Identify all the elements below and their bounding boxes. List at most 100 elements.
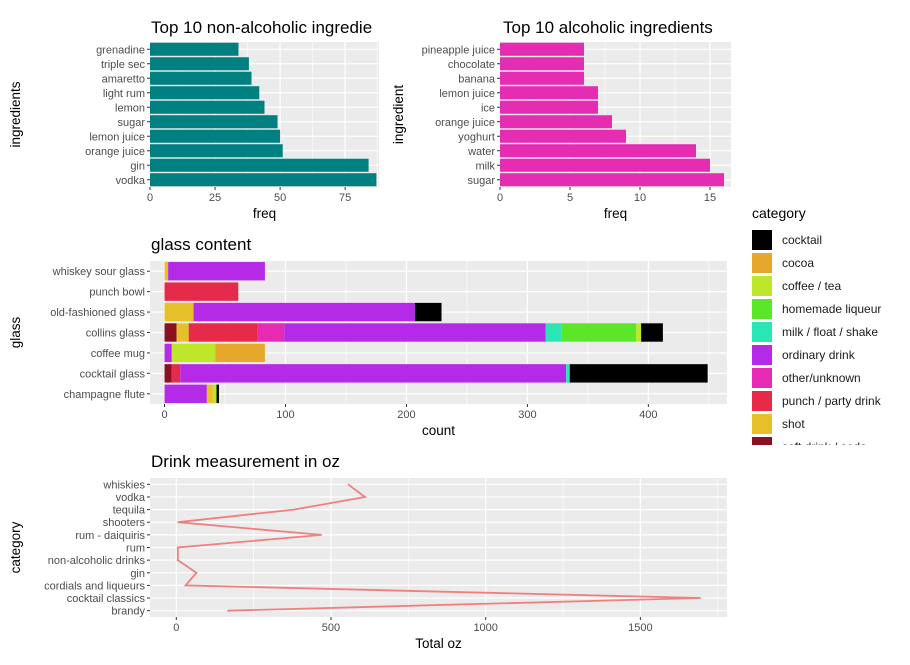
- x-tick-label: 15: [704, 192, 716, 204]
- legend-label: cocoa: [782, 256, 815, 270]
- non-alcoholic-ingredients-chart: Top 10 non-alcoholic ingredie 0 25 50 75 vod…: [0, 10, 385, 225]
- legend-swatch: [752, 368, 772, 388]
- bar: [150, 86, 260, 100]
- y-tick-label: tequila: [113, 505, 146, 517]
- bar: [150, 158, 369, 172]
- stacked-bar-segment: [561, 323, 637, 342]
- legend-swatch: [752, 299, 772, 319]
- bar: [150, 100, 265, 114]
- legend-item: soft drink / soda: [752, 436, 902, 445]
- legend-label: punch / party drink: [782, 394, 881, 408]
- stacked-bar-segment: [284, 323, 546, 342]
- x-tick-label: 5: [567, 192, 573, 204]
- legend-item: cocktail: [752, 229, 902, 252]
- y-tick-label: brandy: [111, 606, 145, 618]
- y-tick-label: non-alcoholic drinks: [48, 555, 146, 567]
- x-tick-label: 400: [639, 409, 657, 421]
- stacked-bar-segment: [164, 262, 169, 281]
- y-tick-label: whiskies: [102, 479, 145, 491]
- stacked-bar-segment: [569, 364, 708, 383]
- legend-item: coffee / tea: [752, 275, 902, 298]
- y-axis-title: category: [8, 521, 23, 573]
- legend-item: milk / float / shake: [752, 321, 902, 344]
- bar: [150, 71, 252, 85]
- legend-item: cocoa: [752, 252, 902, 275]
- y-tick-label: collins glass: [86, 328, 146, 340]
- category-legend: category cocktail cocoa coffee / tea homema…: [752, 205, 902, 445]
- stacked-bar-segment: [206, 384, 213, 403]
- stacked-bar-segment: [164, 364, 172, 383]
- bar: [150, 144, 283, 158]
- stacked-bar-segment: [566, 364, 570, 383]
- drink-measurement-chart: Drink measurement in oz 0 500 1000 1500 bran…: [0, 445, 745, 660]
- legend-swatch: [752, 414, 772, 434]
- y-tick-label: lemon juice: [439, 88, 495, 100]
- x-tick-label: 0: [161, 409, 167, 421]
- stacked-bar-segment: [164, 343, 172, 363]
- y-tick-label: water: [467, 146, 495, 158]
- bar: [500, 129, 626, 143]
- bar: [500, 100, 598, 114]
- legend-label: coffee / tea: [782, 279, 842, 293]
- chart-title: glass content: [151, 235, 252, 254]
- legend-label: homemade liqueur: [782, 302, 882, 316]
- stacked-bar-segment: [164, 384, 207, 403]
- y-tick-label: lemon: [115, 102, 145, 114]
- y-tick-label: old-fashioned glass: [50, 307, 145, 319]
- legend-swatch: [752, 276, 772, 296]
- stacked-bar-segment: [164, 282, 239, 301]
- stacked-bar-segment: [215, 343, 265, 363]
- alcoholic-bar-plot: 0 5 10 15 sugar milk water yoghurt orange juice i…: [391, 42, 731, 221]
- bar: [150, 115, 278, 129]
- bar: [150, 42, 239, 56]
- x-tick-label: 1500: [628, 622, 652, 634]
- stacked-bar-segment: [545, 323, 562, 342]
- bar: [150, 173, 377, 187]
- stacked-bar-segment: [212, 384, 217, 403]
- legend-label: cocktail: [782, 233, 823, 247]
- x-tick-label: 50: [274, 192, 286, 204]
- stacked-bar-segment: [176, 323, 189, 342]
- legend-label: other/unknown: [782, 371, 861, 385]
- legend-swatch: [752, 437, 772, 445]
- legend-swatch: [752, 322, 772, 342]
- y-tick-label: ice: [481, 102, 495, 114]
- y-tick-label: vodka: [116, 492, 146, 504]
- y-tick-label: pineapple juice: [422, 44, 495, 56]
- bar: [150, 129, 281, 143]
- y-tick-label: vodka: [116, 175, 146, 187]
- legend-label: ordinary drink: [782, 348, 855, 362]
- stacked-bar-segment: [636, 323, 642, 342]
- x-tick-label: 75: [339, 192, 351, 204]
- stacked-bar-segment: [168, 262, 265, 281]
- bar: [500, 173, 724, 187]
- y-tick-label: whiskey sour glass: [52, 266, 146, 278]
- legend-item: punch / party drink: [752, 390, 902, 413]
- y-tick-label: cordials and liqueurs: [44, 580, 145, 592]
- legend-title: category: [752, 205, 806, 221]
- y-tick-label: gin: [130, 568, 145, 580]
- x-tick-label: 0: [497, 192, 503, 204]
- x-tick-label: 500: [322, 622, 340, 634]
- y-tick-label: sugar: [117, 117, 145, 129]
- y-tick-label: orange juice: [85, 146, 145, 158]
- x-tick-label: 10: [634, 192, 646, 204]
- y-tick-label: light rum: [103, 88, 145, 100]
- y-tick-label: yoghurt: [458, 131, 495, 143]
- legend-item: homemade liqueur: [752, 298, 902, 321]
- y-tick-label: amaretto: [102, 73, 145, 85]
- y-tick-label: punch bowl: [89, 287, 145, 299]
- y-tick-label: grenadine: [96, 44, 145, 56]
- legend-swatch: [752, 345, 772, 365]
- glass-content-stacked-bar-plot: 0 100 200 300 400 champagne flute cocktail gla…: [8, 261, 727, 438]
- stacked-bar-segment: [164, 302, 194, 322]
- stacked-bar-segment: [257, 323, 285, 342]
- x-tick-label: 0: [147, 192, 153, 204]
- legend-item: shot: [752, 413, 902, 436]
- stacked-bar-segment: [171, 343, 216, 363]
- alcoholic-ingredients-chart: Top 10 alcoholic ingredients 0 5 10 15 sugar…: [390, 10, 740, 225]
- bar: [500, 144, 696, 158]
- y-axis-title: glass: [8, 316, 23, 348]
- y-tick-label: sugar: [467, 175, 495, 187]
